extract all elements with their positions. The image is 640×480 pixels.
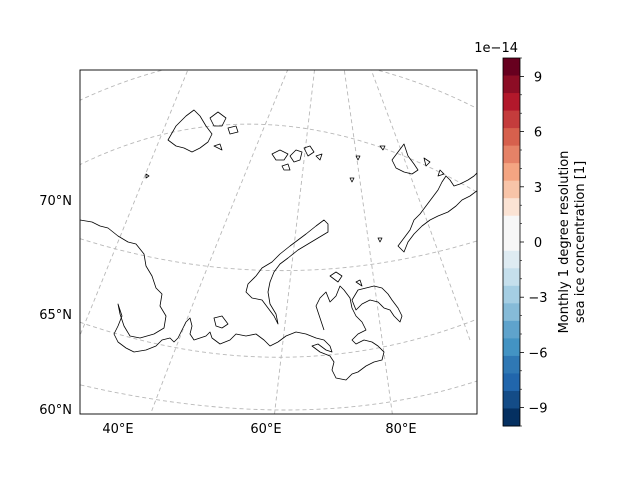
colorbar-swatch [503,355,520,374]
colorbar-swatch [503,338,520,357]
coastlines [80,109,477,381]
lat-label: 60°N [39,403,72,418]
coastline-islet [349,177,355,183]
coastline-taymyr [397,172,477,253]
gridline-lat [80,380,477,411]
colorbar-swatch [503,408,520,427]
coastline-franz-josef [303,145,315,157]
colorbar-swatch [503,58,520,77]
gridline-lon [150,70,289,414]
gridline-lon [274,70,315,414]
colorbar-exponent: 1e−14 [474,41,518,56]
map-frame [79,69,478,415]
colorbar: 9 6 3 0 −3 −6 −9 1e−14 Monthly 1 degree resolu… [474,41,588,427]
gridline-lat [80,318,477,358]
coastline-svalbard [213,143,223,151]
coastline-islet [355,155,361,161]
colorbar-swatch [503,233,520,252]
coastline-islet [329,271,343,283]
colorbar-swatch [503,198,520,217]
colorbar-swatch [503,128,520,147]
colorbar-swatch [503,390,520,409]
colorbar-swatch [503,373,520,392]
gridline-lat [60,0,480,25]
gridline-lat [80,238,477,272]
coastline-franz-josef [281,163,291,171]
colorbar-tick-label: 9 [534,70,542,85]
gridline-lat [80,123,477,193]
lat-label: 70°N [39,194,72,209]
colorbar-swatch [503,180,520,199]
colorbar-swatch [503,268,520,287]
coastline-islet [437,169,445,177]
coastline-svalbard [209,111,227,127]
gridline-lon [80,70,189,337]
coastline-yamal [351,285,403,323]
colorbar-tick-label: 0 [534,236,542,251]
colorbar-swatch [503,110,520,129]
colorbar-swatch [503,75,520,94]
coastline-islet [377,237,383,243]
coastline-east [277,285,385,381]
coastline-islet [355,279,363,287]
colorbar-swatches [503,58,520,427]
colorbar-label-line1: Monthly 1 degree resolution [557,151,572,334]
coastline-islet [145,173,150,179]
colorbar-tick-label: −9 [528,402,547,417]
lat-label: 65°N [39,308,72,323]
colorbar-tick-label: 3 [534,181,542,196]
colorbar-swatch [503,250,520,269]
colorbar-swatch [503,93,520,112]
lon-label: 80°E [385,422,416,437]
gridline-lon [343,70,393,414]
colorbar-tick-label: −6 [528,346,547,361]
colorbar-swatch [503,285,520,304]
colorbar-swatch [503,320,520,339]
colorbar-label-line2: sea ice concentration [1] [573,161,588,323]
colorbar-tick-label: −3 [528,291,547,306]
gridlines [60,0,480,414]
coastline-islet [379,145,386,151]
coastline-franz-josef [289,149,303,163]
map-axes: 70°N 65°N 60°N 40°E 60°E 80°E [39,0,480,437]
coastline-svalbard [167,109,213,153]
colorbar-tick-label: 6 [534,126,542,141]
lon-label: 60°E [250,422,281,437]
coastline-islet [423,157,431,167]
colorbar-swatch [503,303,520,322]
coastline-scandinavia [80,219,279,353]
colorbar-swatch [503,163,520,182]
colorbar-swatch [503,215,520,234]
lon-label: 40°E [102,422,133,437]
coastline-novaya-zemlya [245,219,329,325]
colorbar-swatch [503,145,520,164]
coastline-severnaya [391,143,419,175]
coastline-svalbard [227,125,239,135]
colorbar-ticks: 9 6 3 0 −3 −6 −9 [520,57,548,427]
coastline-franz-josef [271,149,289,161]
coastline-pechora [213,315,229,329]
coastline-franz-josef [315,153,323,161]
gridline-lon [370,70,471,341]
map-background [80,70,477,414]
